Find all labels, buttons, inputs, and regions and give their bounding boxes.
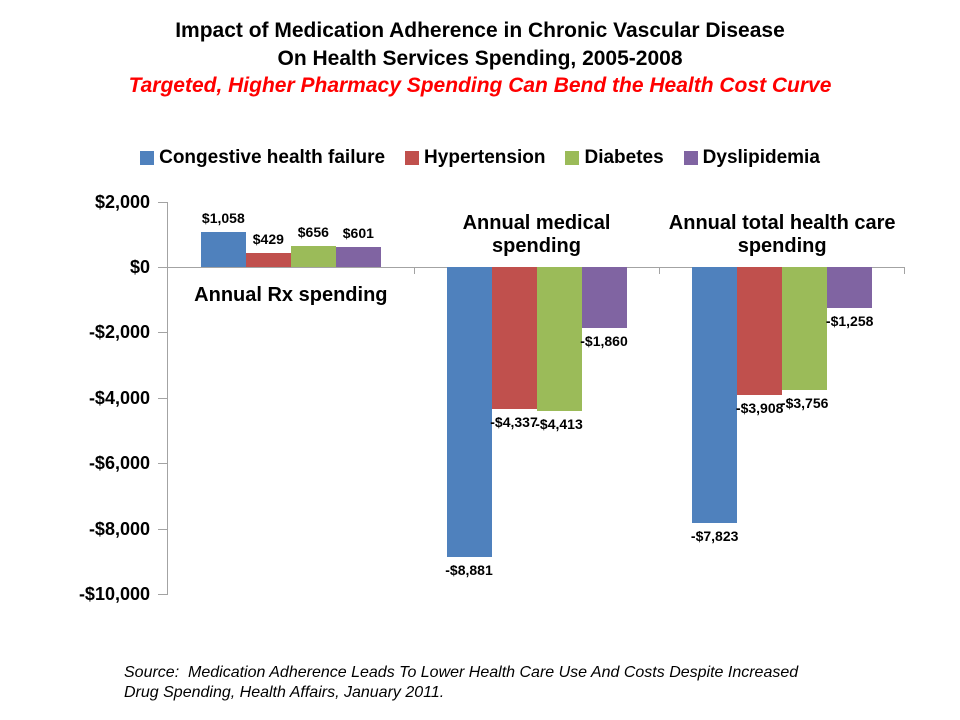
bar-value-label: -$4,337 bbox=[490, 413, 538, 430]
chart-subtitle: Targeted, Higher Pharmacy Spending Can B… bbox=[128, 74, 832, 97]
y-axis-tick bbox=[158, 463, 168, 465]
x-axis-category-tick bbox=[659, 267, 661, 274]
bar-value-label: -$3,756 bbox=[780, 394, 829, 411]
title-line-2: On Health Services Spending, 2005-2008 bbox=[277, 46, 683, 70]
source-line-2: Drug Spending, Health Affairs, January 2… bbox=[124, 684, 445, 701]
category-label-2: Annual medical spending bbox=[462, 212, 611, 257]
bar-value-label: -$3,908 bbox=[735, 399, 784, 416]
bar-dyslipidemia-1 bbox=[335, 247, 381, 267]
bar-value-label: $601 bbox=[342, 225, 374, 242]
legend-item-hypertension: Hypertension bbox=[405, 147, 545, 169]
bar-value-label: $1,058 bbox=[201, 210, 245, 227]
title-line-1: Impact of Medication Adherence in Chroni… bbox=[175, 19, 785, 42]
bar-hypertension-3 bbox=[737, 267, 783, 395]
y-axis-tick bbox=[158, 594, 168, 595]
bar-value-label: $429 bbox=[252, 230, 284, 247]
bar-dyslipidemia-2 bbox=[581, 267, 627, 328]
y-axis-tick-label: -$8,000 bbox=[88, 518, 150, 539]
bar-diabetes-3 bbox=[782, 267, 828, 390]
bar-value-label: -$8,881 bbox=[445, 562, 493, 579]
bar-value-label: -$7,823 bbox=[690, 527, 739, 544]
bar-value-label: -$1,860 bbox=[580, 332, 628, 349]
legend-label: Dyslipidemia bbox=[702, 147, 820, 168]
legend-item-congestive-health-failure: Congestive health failure bbox=[140, 147, 385, 169]
bar-diabetes-1 bbox=[290, 245, 336, 267]
bar-congestive-health-failure-3 bbox=[692, 267, 738, 523]
y-axis-tick-label: -$2,000 bbox=[88, 322, 150, 343]
category-label-1: Annual Rx spending bbox=[194, 284, 388, 306]
y-axis-tick bbox=[158, 201, 168, 203]
bar-hypertension-2 bbox=[491, 267, 537, 409]
bar-value-label: -$4,413 bbox=[535, 416, 583, 433]
legend-label: Hypertension bbox=[424, 147, 546, 168]
title-block: Impact of Medication Adherence in Chroni… bbox=[0, 17, 960, 100]
chart-legend: Congestive health failure Hypertension Dia… bbox=[0, 145, 960, 171]
legend-swatch-congestive-health-failure bbox=[140, 151, 155, 165]
y-axis-line bbox=[167, 201, 168, 594]
bar-value-label: -$1,258 bbox=[825, 313, 874, 330]
source-note: Source: Medication Adherence Leads To Lo… bbox=[124, 663, 798, 703]
y-axis-tick-label: -$10,000 bbox=[78, 584, 150, 604]
legend-swatch-diabetes bbox=[565, 151, 580, 165]
bar-dyslipidemia-3 bbox=[827, 267, 873, 309]
legend-label: Congestive health failure bbox=[159, 147, 386, 168]
y-axis-tick-label: -$4,000 bbox=[88, 387, 150, 408]
x-axis-category-tick bbox=[904, 267, 905, 274]
y-axis-tick-label: $0 bbox=[129, 257, 150, 277]
bar-congestive-health-failure-1 bbox=[200, 232, 246, 267]
y-axis-tick bbox=[158, 397, 168, 399]
bar-hypertension-1 bbox=[245, 252, 291, 267]
x-axis-category-tick bbox=[413, 267, 415, 274]
bar-congestive-health-failure-2 bbox=[446, 267, 492, 558]
legend-item-diabetes: Diabetes bbox=[565, 147, 664, 169]
bar-diabetes-2 bbox=[536, 267, 582, 412]
y-axis-tick bbox=[158, 267, 168, 268]
legend-swatch-dyslipidemia bbox=[683, 151, 698, 165]
legend-item-dyslipidemia: Dyslipidemia bbox=[683, 147, 820, 169]
bar-value-label: $656 bbox=[297, 223, 329, 240]
y-axis-tick-label: -$6,000 bbox=[88, 453, 150, 474]
y-axis-tick bbox=[158, 332, 168, 334]
y-axis-tick bbox=[158, 528, 168, 530]
legend-swatch-hypertension bbox=[405, 151, 420, 165]
y-axis-tick-label: $2,000 bbox=[94, 191, 150, 212]
legend-label: Diabetes bbox=[584, 147, 664, 168]
category-label-3: Annual total health care spending bbox=[668, 212, 896, 257]
source-line-1: Source: Medication Adherence Leads To Lo… bbox=[124, 664, 799, 681]
